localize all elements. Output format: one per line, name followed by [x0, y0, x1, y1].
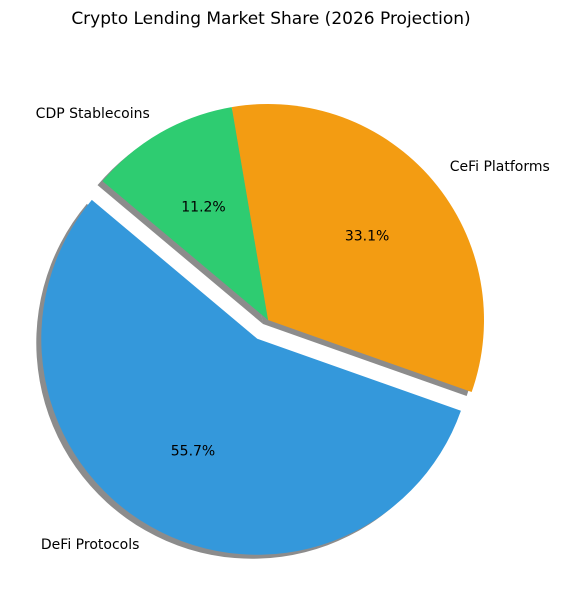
pie-slice-cefi-platforms: [231, 104, 485, 393]
slice-label-cdp-stablecoins: CDP Stablecoins: [36, 106, 150, 122]
slice-pct-label-cdp-stablecoins: 11.2%: [181, 200, 225, 216]
pie-slices: [41, 104, 485, 555]
pie-slice-cdp-stablecoins: [102, 107, 268, 320]
chart-title: Crypto Lending Market Share (2026 Projec…: [71, 9, 470, 29]
slice-pct-label-cefi-platforms: 33.1%: [345, 229, 389, 245]
slice-label-defi-protocols: DeFi Protocols: [41, 537, 139, 553]
pie-slice-defi-protocols: [41, 199, 461, 555]
slice-pct-label-defi-protocols: 55.7%: [171, 443, 215, 459]
slice-label-cefi-platforms: CeFi Platforms: [450, 159, 550, 175]
pie-labels: DeFi Protocols 55.7% CeFi Platforms 33.1% CD…: [36, 106, 550, 553]
